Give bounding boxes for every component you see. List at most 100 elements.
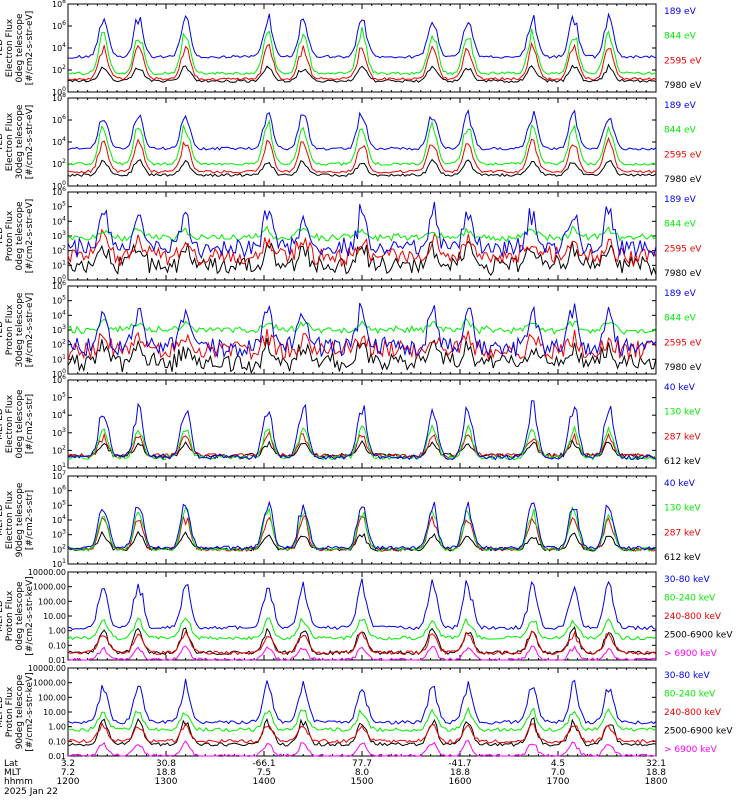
y-tick-label: 100.00 [38, 693, 66, 702]
y-tick-label: 10.00 [43, 612, 66, 621]
y-tick-label: 100 [52, 86, 66, 97]
legend-entry: 844 eV [664, 32, 697, 42]
legend-entry: 2595 eV [664, 338, 702, 348]
y-axis-label-line: 30deg telescope [15, 292, 25, 367]
series-line-green [67, 119, 657, 167]
legend-entry: 40 keV [664, 383, 696, 393]
series-line-red [67, 136, 657, 174]
legend-entry: 7980 eV [664, 269, 702, 279]
footer-mlt-value: 18.8 [450, 768, 470, 778]
footer-lat-value: 30.8 [156, 759, 176, 769]
y-axis-label-line: Proton Flux [5, 304, 15, 355]
legend-entry: 189 eV [664, 101, 697, 111]
y-axis-label: TEDElectron Flux30deg telescope[#/cm2-s-… [0, 104, 35, 179]
footer-mlt-value: 18.8 [646, 768, 666, 778]
footer-label-mlt: MLT [4, 768, 22, 778]
y-tick-label: 100 [52, 368, 66, 379]
footer-hhmm-value: 1300 [155, 777, 178, 787]
panel-4: 100 101 102 103 104 105 106 TEDProton Flux30deg… [0, 280, 702, 379]
plot-frame [67, 379, 657, 469]
series-line-red [67, 721, 657, 744]
series-line-magenta [67, 645, 657, 661]
y-axis-label-line: 90deg telescope [15, 482, 25, 557]
y-axis-label-line: 0deg telescope [15, 581, 25, 651]
series-line-green [67, 26, 657, 76]
legend-entry: 7980 eV [664, 81, 702, 91]
y-tick-label: 102 [52, 245, 66, 256]
y-tick-label: 104 [52, 514, 66, 525]
panel-5: 101 102 103 104 105 106 MEPEDElectron Flux0deg… [0, 374, 701, 473]
y-axis-label-line: TED [0, 133, 5, 152]
footer-hhmm-value: 1400 [253, 777, 276, 787]
legend-entry: 844 eV [664, 126, 697, 136]
y-tick-label: 10000.00 [28, 664, 66, 673]
legend-entry: 240-800 keV [664, 708, 722, 718]
y-axis-label-line: MEPED [0, 504, 5, 536]
legend-entry: 189 eV [664, 7, 697, 17]
y-tick-label: 105 [52, 392, 66, 403]
footer-hhmm-value: 1200 [57, 777, 80, 787]
y-axis-label: MEPEDProton Flux0deg telescope[#/cm2-s-s… [0, 576, 35, 655]
series-line-blue [67, 109, 657, 151]
y-axis-label-line: [#/cm2-s-str-keV] [25, 576, 35, 655]
y-tick-label: 106 [52, 20, 66, 31]
y-axis-label-line: Proton Flux [5, 590, 15, 641]
y-tick-label: 102 [52, 444, 66, 455]
legend-entry: 844 eV [664, 314, 697, 324]
y-axis-label-line: [#/cm2-s-str-eV] [25, 293, 35, 368]
series-line-black [67, 63, 657, 83]
y-tick-label: 0.01 [48, 656, 66, 665]
legend-entry: 189 eV [664, 289, 697, 299]
series-line-red [67, 630, 657, 656]
y-tick-label: 104 [52, 409, 66, 420]
footer-lat-value: -66.1 [252, 759, 275, 769]
footer-lat-value: 77.7 [352, 759, 372, 769]
legend-entry: 287 keV [664, 528, 701, 538]
series-line-black [67, 338, 657, 375]
footer-mlt-value: 7.0 [551, 768, 566, 778]
legend-entry: 612 keV [664, 553, 701, 563]
y-tick-label: 104 [52, 42, 66, 53]
series-line-black [68, 717, 657, 747]
footer-lat-value: -41.7 [448, 759, 471, 769]
series-line-blue [67, 500, 657, 551]
series-line-red [67, 41, 657, 81]
series-line-blue [67, 12, 657, 59]
y-tick-label: 102 [52, 339, 66, 350]
y-axis-label: MEPEDElectron Flux90deg telescope[#/cm2-… [0, 482, 35, 557]
panel-6: 101 102 103 104 105 106 107 MEPEDElectron Flux9… [0, 470, 701, 569]
y-axis-label-line: TED [0, 227, 5, 246]
series-line-blue [67, 201, 657, 260]
footer-hhmm-value: 1500 [351, 777, 374, 787]
footer-hhmm-value: 1800 [645, 777, 668, 787]
series-line-blue [67, 302, 657, 359]
y-tick-label: 101 [52, 259, 66, 270]
legend-entry: 240-800 keV [664, 612, 722, 622]
y-tick-label: 108 [52, 0, 66, 9]
y-tick-label: 106 [52, 280, 66, 291]
series-line-black [67, 240, 657, 277]
y-tick-label: 101 [52, 558, 66, 569]
y-axis-label: TEDProton Flux0deg telescope[#/cm2-s-str… [0, 199, 35, 274]
panel-1: 100 102 104 106 108 TEDElectron Flux0deg tele… [0, 0, 702, 97]
series-line-green [67, 424, 657, 461]
series-line-black [67, 439, 657, 459]
y-tick-label: 105 [52, 499, 66, 510]
y-tick-label: 102 [52, 64, 66, 75]
series-line-blue [67, 678, 657, 725]
footer-mlt-value: 7.2 [61, 768, 75, 778]
y-tick-label: 1.00 [48, 627, 66, 636]
y-tick-label: 101 [52, 462, 66, 473]
y-tick-label: 103 [52, 529, 66, 540]
footer-lat-value: 4.5 [551, 759, 565, 769]
legend-entry: 2595 eV [664, 150, 702, 160]
y-tick-label: 0.10 [48, 737, 66, 746]
panel-3: 100 101 102 103 104 105 106 TEDProton Flux0deg … [0, 186, 702, 285]
plot-frame [67, 667, 657, 757]
series-line-blue [67, 578, 657, 631]
y-axis-label-line: [#/cm2-s-str-eV] [25, 105, 35, 180]
legend-entry: 2595 eV [664, 56, 702, 66]
footer-date: 2025 Jan 22 [4, 787, 58, 797]
y-axis-label-line: MEPED [0, 696, 5, 728]
